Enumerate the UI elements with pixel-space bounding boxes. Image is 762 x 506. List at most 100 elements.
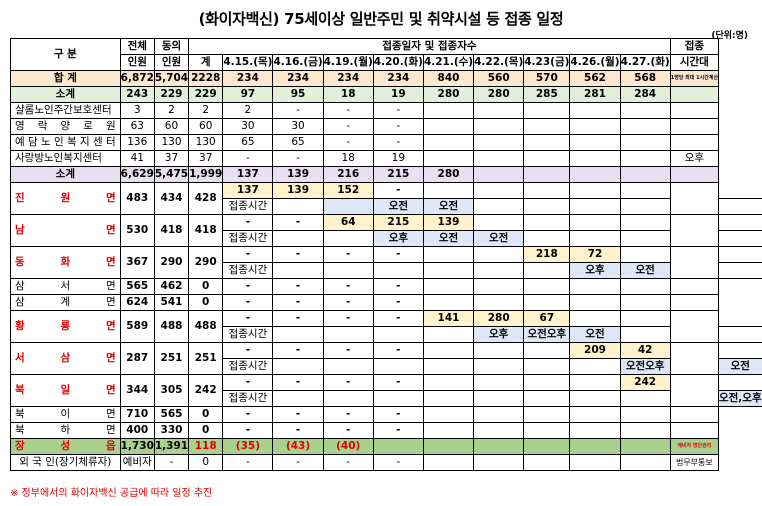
table-row: 영 락 양 로 원 63 60 60 30 30- - bbox=[10, 118, 762, 135]
table-cell: - bbox=[322, 102, 374, 119]
row-label: 샬롬노인주간보호센터 bbox=[10, 102, 121, 119]
table-cell: - bbox=[272, 246, 324, 263]
table-cell: 130 bbox=[188, 134, 224, 151]
table-cell: - bbox=[222, 374, 274, 391]
header-total: 전체 bbox=[119, 38, 155, 55]
time-label: 접종시간 bbox=[222, 230, 274, 247]
table-cell: - bbox=[272, 102, 324, 119]
row-label: 진 원 면 bbox=[10, 182, 121, 215]
table-cell bbox=[523, 294, 571, 311]
table-cell: 218 bbox=[523, 246, 571, 263]
table-cell: 0 bbox=[188, 294, 224, 311]
table-cell bbox=[619, 454, 671, 471]
table-cell: 오전오후 bbox=[523, 326, 571, 343]
table-cell: 18 bbox=[322, 86, 374, 103]
table-cell: 64 bbox=[322, 214, 374, 231]
table-cell: 281 bbox=[569, 86, 621, 103]
table-cell: 287 bbox=[119, 342, 155, 375]
table-cell bbox=[717, 262, 762, 279]
table-cell bbox=[569, 278, 621, 295]
time-label: 접종시간 bbox=[222, 390, 274, 407]
table-cell bbox=[569, 134, 621, 151]
time-cell bbox=[669, 294, 719, 311]
table-cell: - bbox=[372, 278, 424, 295]
table-cell: - bbox=[272, 374, 324, 391]
time-cell: 법무부통보 bbox=[669, 454, 719, 471]
page-title: (화이자백신) 75세이상 일반주민 및 취약시설 등 접종 일정 bbox=[198, 10, 564, 28]
table-cell bbox=[272, 262, 324, 279]
table-cell: 209 bbox=[569, 342, 621, 359]
table-cell bbox=[619, 134, 671, 151]
table-cell: - bbox=[322, 246, 374, 263]
table-cell: 488 bbox=[153, 310, 190, 343]
table-cell: 6,872 bbox=[119, 70, 155, 87]
table-cell bbox=[422, 150, 475, 167]
table-cell: 오전 bbox=[422, 230, 475, 247]
table-cell: 560 bbox=[473, 70, 525, 87]
time-cell bbox=[669, 406, 719, 423]
table-cell: 141 bbox=[422, 310, 475, 327]
table-cell bbox=[473, 182, 525, 199]
table-cell bbox=[422, 294, 475, 311]
table-cell: 280 bbox=[422, 86, 475, 103]
table-cell: - bbox=[222, 454, 274, 471]
table-cell bbox=[473, 294, 525, 311]
table-cell: - bbox=[322, 310, 374, 327]
table-cell bbox=[272, 198, 324, 215]
table-cell: 840 bbox=[422, 70, 475, 87]
time-cell bbox=[669, 166, 719, 183]
table-cell: 215 bbox=[372, 166, 424, 183]
table-cell bbox=[372, 390, 424, 407]
table-cell bbox=[717, 326, 762, 343]
table-cell: - bbox=[222, 422, 274, 439]
table-cell: 137 bbox=[222, 182, 274, 199]
row-label: 남 면 bbox=[10, 214, 121, 247]
row-label: 장 성 읍 bbox=[10, 438, 121, 455]
table-cell bbox=[422, 390, 475, 407]
table-cell: - bbox=[272, 342, 324, 359]
header-schedule-group: 접종일자 및 접종자수 bbox=[188, 38, 671, 55]
table-cell: - bbox=[372, 342, 424, 359]
table-cell: 95 bbox=[272, 86, 324, 103]
table-cell: 305 bbox=[153, 374, 190, 407]
table-cell bbox=[619, 150, 671, 167]
header-total-2: 인원 bbox=[119, 54, 155, 71]
table-cell: 42 bbox=[619, 342, 671, 359]
row-label: 합 계 bbox=[10, 70, 121, 87]
table-cell: - bbox=[372, 454, 424, 471]
table-cell: 139 bbox=[272, 182, 324, 199]
time-cell bbox=[669, 102, 719, 119]
table-cell bbox=[619, 182, 671, 199]
table-row: 황 룡 면 589 488 488- - - -141 280 67 bbox=[10, 310, 762, 343]
table-cell: - bbox=[222, 150, 274, 167]
table-cell bbox=[422, 358, 475, 375]
table-cell: 2 bbox=[153, 102, 190, 119]
table-cell: 280 bbox=[473, 86, 525, 103]
row-label: 황 룡 면 bbox=[10, 310, 121, 343]
table-cell bbox=[523, 166, 571, 183]
table-cell: 290 bbox=[188, 246, 224, 279]
table-cell: - bbox=[372, 406, 424, 423]
header-sum: 계 bbox=[188, 54, 224, 71]
table-cell: 565 bbox=[153, 406, 190, 423]
table-cell: 오전 bbox=[717, 358, 762, 375]
table-cell bbox=[473, 166, 525, 183]
table-cell: 6,629 bbox=[119, 166, 155, 183]
table-cell: 234 bbox=[272, 70, 324, 87]
table-cell bbox=[619, 326, 671, 343]
table-cell: 428 bbox=[188, 182, 224, 215]
table-cell: - bbox=[372, 182, 424, 199]
table-cell bbox=[422, 118, 475, 135]
table-cell bbox=[717, 230, 762, 247]
row-label: 삼 계 면 bbox=[10, 294, 121, 311]
table-row: 동 화 면 367 290 290- - - -218 72 bbox=[10, 246, 762, 279]
table-cell bbox=[473, 278, 525, 295]
table-cell: 139 bbox=[272, 166, 324, 183]
table-cell: - bbox=[272, 150, 324, 167]
table-cell bbox=[569, 406, 621, 423]
table-row: 북 이 면 710 565 0- - - - bbox=[10, 406, 762, 423]
row-label: 영 락 양 로 원 bbox=[10, 118, 121, 135]
table-cell bbox=[322, 358, 374, 375]
row-label: 사랑방노인복지센터 bbox=[10, 150, 121, 167]
table-cell: 2 bbox=[222, 102, 274, 119]
